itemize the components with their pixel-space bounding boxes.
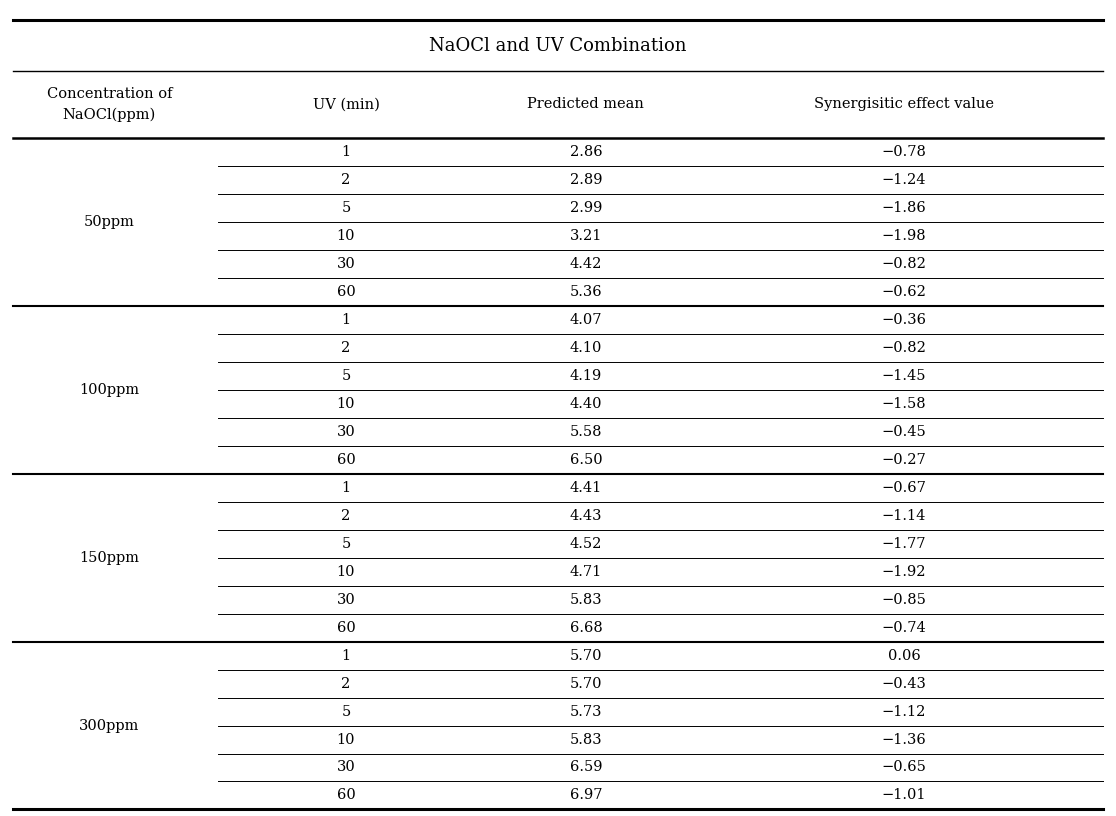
Text: 50ppm: 50ppm bbox=[84, 215, 135, 228]
Text: −0.67: −0.67 bbox=[882, 481, 926, 494]
Text: 2.86: 2.86 bbox=[569, 145, 603, 159]
Text: 5.70: 5.70 bbox=[569, 676, 603, 690]
Text: 5.83: 5.83 bbox=[569, 592, 603, 606]
Text: −1.24: −1.24 bbox=[882, 173, 926, 187]
Text: −1.86: −1.86 bbox=[882, 201, 926, 215]
Text: 5: 5 bbox=[341, 704, 350, 719]
Text: 60: 60 bbox=[337, 788, 355, 802]
Text: 60: 60 bbox=[337, 285, 355, 299]
Text: 30: 30 bbox=[337, 592, 355, 606]
Text: 300ppm: 300ppm bbox=[79, 719, 140, 733]
Text: 3.21: 3.21 bbox=[569, 228, 603, 243]
Text: 30: 30 bbox=[337, 424, 355, 439]
Text: −0.82: −0.82 bbox=[882, 341, 926, 355]
Text: 4.71: 4.71 bbox=[570, 565, 602, 579]
Text: 10: 10 bbox=[337, 733, 355, 747]
Text: −1.14: −1.14 bbox=[882, 508, 926, 523]
Text: 150ppm: 150ppm bbox=[79, 551, 140, 565]
Text: −1.92: −1.92 bbox=[882, 565, 926, 579]
Text: 5: 5 bbox=[341, 537, 350, 551]
Text: 4.40: 4.40 bbox=[569, 397, 603, 410]
Text: 1: 1 bbox=[341, 145, 350, 159]
Text: 1: 1 bbox=[341, 649, 350, 663]
Text: 6.59: 6.59 bbox=[569, 761, 603, 774]
Text: 5: 5 bbox=[341, 369, 350, 383]
Text: 4.19: 4.19 bbox=[570, 369, 602, 383]
Text: 2: 2 bbox=[341, 508, 350, 523]
Text: −0.78: −0.78 bbox=[882, 145, 926, 159]
Text: 2: 2 bbox=[341, 341, 350, 355]
Text: 6.68: 6.68 bbox=[569, 621, 603, 635]
Text: 4.41: 4.41 bbox=[570, 481, 602, 494]
Text: 5.36: 5.36 bbox=[569, 285, 603, 299]
Text: 100ppm: 100ppm bbox=[79, 383, 140, 397]
Text: −0.27: −0.27 bbox=[882, 453, 926, 467]
Text: −0.65: −0.65 bbox=[882, 761, 926, 774]
Text: −1.36: −1.36 bbox=[882, 733, 926, 747]
Text: 4.42: 4.42 bbox=[569, 257, 603, 271]
Text: 10: 10 bbox=[337, 397, 355, 410]
Text: UV (min): UV (min) bbox=[312, 97, 379, 112]
Text: −1.77: −1.77 bbox=[882, 537, 926, 551]
Text: 10: 10 bbox=[337, 565, 355, 579]
Text: −1.01: −1.01 bbox=[882, 788, 926, 802]
Text: 6.97: 6.97 bbox=[569, 788, 603, 802]
Text: 2: 2 bbox=[341, 173, 350, 187]
Text: 4.52: 4.52 bbox=[569, 537, 603, 551]
Text: 1: 1 bbox=[341, 313, 350, 326]
Text: 10: 10 bbox=[337, 228, 355, 243]
Text: −0.36: −0.36 bbox=[882, 313, 926, 326]
Text: −0.85: −0.85 bbox=[882, 592, 926, 606]
Text: 5.70: 5.70 bbox=[569, 649, 603, 663]
Text: −0.43: −0.43 bbox=[882, 676, 926, 690]
Text: Synergisitic effect value: Synergisitic effect value bbox=[814, 97, 994, 112]
Text: −0.62: −0.62 bbox=[882, 285, 926, 299]
Text: −1.58: −1.58 bbox=[882, 397, 926, 410]
Text: 4.07: 4.07 bbox=[569, 313, 603, 326]
Text: 1: 1 bbox=[341, 481, 350, 494]
Text: 6.50: 6.50 bbox=[569, 453, 603, 467]
Text: −0.74: −0.74 bbox=[882, 621, 926, 635]
Text: 5: 5 bbox=[341, 201, 350, 215]
Text: 2: 2 bbox=[341, 676, 350, 690]
Text: 30: 30 bbox=[337, 761, 355, 774]
Text: 4.10: 4.10 bbox=[569, 341, 603, 355]
Text: −1.98: −1.98 bbox=[882, 228, 926, 243]
Text: 60: 60 bbox=[337, 621, 355, 635]
Text: 0.06: 0.06 bbox=[887, 649, 921, 663]
Text: −1.45: −1.45 bbox=[882, 369, 926, 383]
Text: −0.82: −0.82 bbox=[882, 257, 926, 271]
Text: 2.99: 2.99 bbox=[569, 201, 603, 215]
Text: 5.58: 5.58 bbox=[569, 424, 603, 439]
Text: Concentration of
NaOCl(ppm): Concentration of NaOCl(ppm) bbox=[47, 86, 172, 122]
Text: −0.45: −0.45 bbox=[882, 424, 926, 439]
Text: 2.89: 2.89 bbox=[569, 173, 603, 187]
Text: 30: 30 bbox=[337, 257, 355, 271]
Text: 4.43: 4.43 bbox=[569, 508, 603, 523]
Text: 60: 60 bbox=[337, 453, 355, 467]
Text: Predicted mean: Predicted mean bbox=[528, 97, 644, 112]
Text: 5.73: 5.73 bbox=[569, 704, 603, 719]
Text: NaOCl and UV Combination: NaOCl and UV Combination bbox=[430, 37, 686, 55]
Text: −1.12: −1.12 bbox=[882, 704, 926, 719]
Text: 5.83: 5.83 bbox=[569, 733, 603, 747]
